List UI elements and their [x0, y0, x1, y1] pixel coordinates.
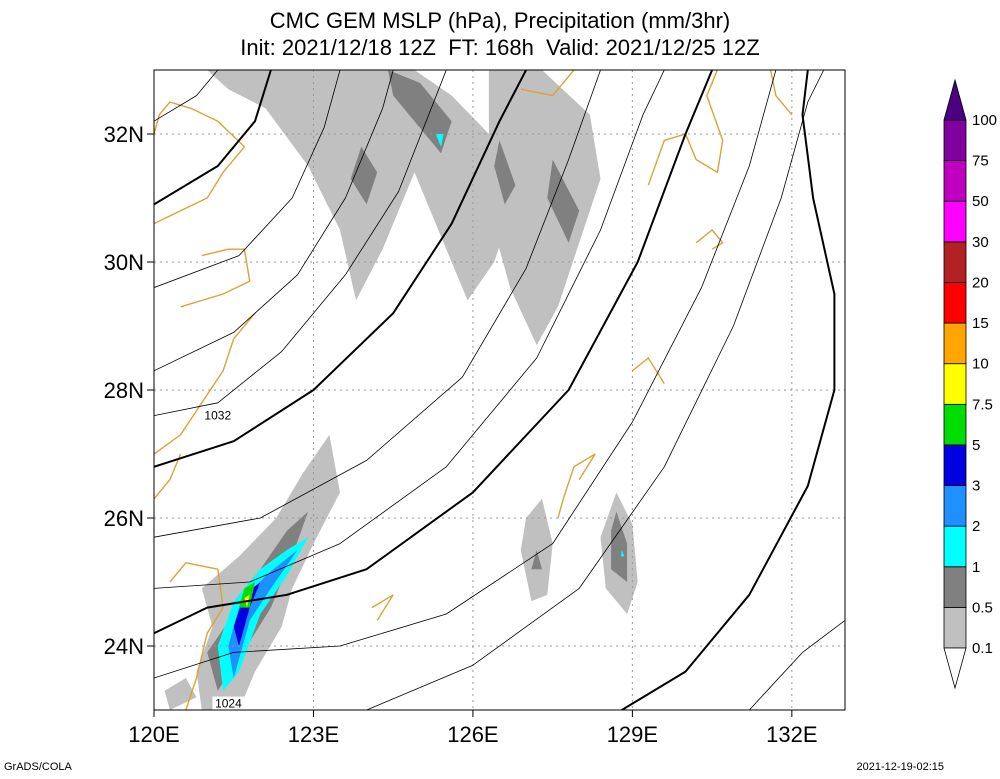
contour-label: 1032: [204, 409, 231, 423]
colorbar-label: 0.1: [972, 640, 993, 657]
coastline-11: [769, 70, 793, 116]
precip-region-north-core-3: [547, 159, 580, 243]
coastline-1: [180, 248, 251, 308]
isobar-2: [154, 70, 341, 288]
colorbar-label: 2: [972, 518, 980, 535]
coastline-5: [520, 70, 575, 97]
precip-region-north-core-4: [494, 140, 516, 205]
precip-region-east-blob-2-core: [611, 511, 628, 582]
coastline-7: [695, 229, 724, 250]
contour-label-bg: [201, 408, 234, 423]
y-axis: 24N 26N 28N 30N 32N: [104, 122, 154, 659]
colorbar-box: [943, 525, 967, 568]
precip-region-east-blob-1: [520, 498, 553, 602]
colorbar-label: 7.5: [972, 396, 993, 413]
isobar-3: [154, 70, 394, 372]
y-tick-label: 26N: [104, 506, 144, 531]
colorbar-label: 30: [972, 234, 989, 251]
colorbar-high-triangle: [943, 78, 967, 121]
precip-region-north-cyan: [435, 134, 444, 147]
coastline-8: [631, 356, 665, 384]
colorbar-box: [943, 485, 967, 527]
colorbar-box: [943, 363, 967, 405]
coastline-4: [154, 453, 182, 500]
coastline-2: [154, 312, 256, 455]
chart-title: CMC GEM MSLP (hPa), Precipitation (mm/3h…: [269, 8, 731, 33]
colorbar-label: 1: [972, 559, 980, 576]
x-tick-label: 129E: [607, 722, 658, 747]
x-tick-label: 132E: [766, 722, 817, 747]
precip-region-east-blob-1-core: [531, 550, 542, 570]
isobar-1: [154, 70, 272, 206]
colorbar-label: 75: [972, 153, 989, 170]
coastline-9: [557, 453, 596, 519]
coastline-layer: [154, 70, 793, 710]
isobar-9: [154, 70, 777, 679]
colorbar-label: 50: [972, 193, 989, 210]
colorbar-box: [943, 444, 967, 486]
contour-label-layer: 1032 1024: [201, 408, 245, 711]
isobar-7: [154, 70, 665, 589]
contour-label: 1024: [215, 697, 242, 711]
coastline-3: [169, 562, 224, 710]
colorbar-box: [943, 160, 967, 202]
coastline-0: [154, 101, 246, 225]
precip-region-taiwan-blue3: [233, 582, 261, 646]
precip-region-north-core-1: [387, 70, 452, 154]
x-axis: 120E 123E 126E 129E 132E: [128, 710, 818, 747]
colorbar-label: 0.5: [972, 599, 993, 616]
precip-region-north-band-east: [488, 70, 601, 346]
isobar-6: [154, 70, 601, 538]
colorbar-label: 3: [972, 478, 980, 495]
colorbar-label: 20: [972, 274, 989, 291]
colorbar-box: [943, 322, 967, 365]
chart-subtitle: Init: 2021/12/18 12Z FT: 168h Valid: 202…: [240, 35, 760, 60]
precip-region-north-core-2: [350, 146, 378, 205]
contour-label-bg: [212, 696, 245, 711]
colorbar: 0.1 0.5 1 2 3 5 7.5 10 15 20 30 50 75 100: [943, 78, 997, 690]
colorbar-box: [943, 566, 967, 608]
isobar-5: [154, 70, 527, 468]
y-tick-label: 32N: [104, 122, 144, 147]
x-tick-label: 123E: [288, 722, 339, 747]
colorbar-label: 100: [972, 112, 997, 129]
colorbar-label: 10: [972, 356, 989, 373]
coastline-6: [647, 70, 724, 186]
precip-region-east-blob-2-cyan: [620, 550, 625, 557]
colorbar-box: [943, 403, 967, 446]
colorbar-box: [943, 119, 967, 162]
colorbar-label: 5: [972, 437, 980, 454]
x-tick-label: 126E: [447, 722, 498, 747]
colorbar-low-triangle: [943, 647, 967, 690]
isobar-8: [154, 70, 714, 635]
isobar-0: [154, 70, 219, 122]
precip-region-taiwan-small: [164, 678, 197, 710]
x-tick-label: 120E: [128, 722, 179, 747]
coastline-10: [371, 594, 394, 621]
footer-timestamp: 2021-12-19-02:15: [856, 761, 944, 773]
y-tick-label: 24N: [104, 634, 144, 659]
footer-credit: GrADS/COLA: [4, 761, 72, 773]
isobar-4: [154, 70, 447, 416]
isobar-11: [621, 70, 836, 710]
isobar-layer: [154, 70, 845, 710]
colorbar-box: [943, 606, 967, 649]
y-tick-label: 28N: [104, 378, 144, 403]
colorbar-box: [943, 200, 967, 243]
colorbar-box: [943, 282, 967, 324]
colorbar-label: 15: [972, 315, 989, 332]
isobar-12: [749, 620, 845, 710]
y-tick-label: 30N: [104, 250, 144, 275]
colorbar-box: [943, 241, 967, 283]
